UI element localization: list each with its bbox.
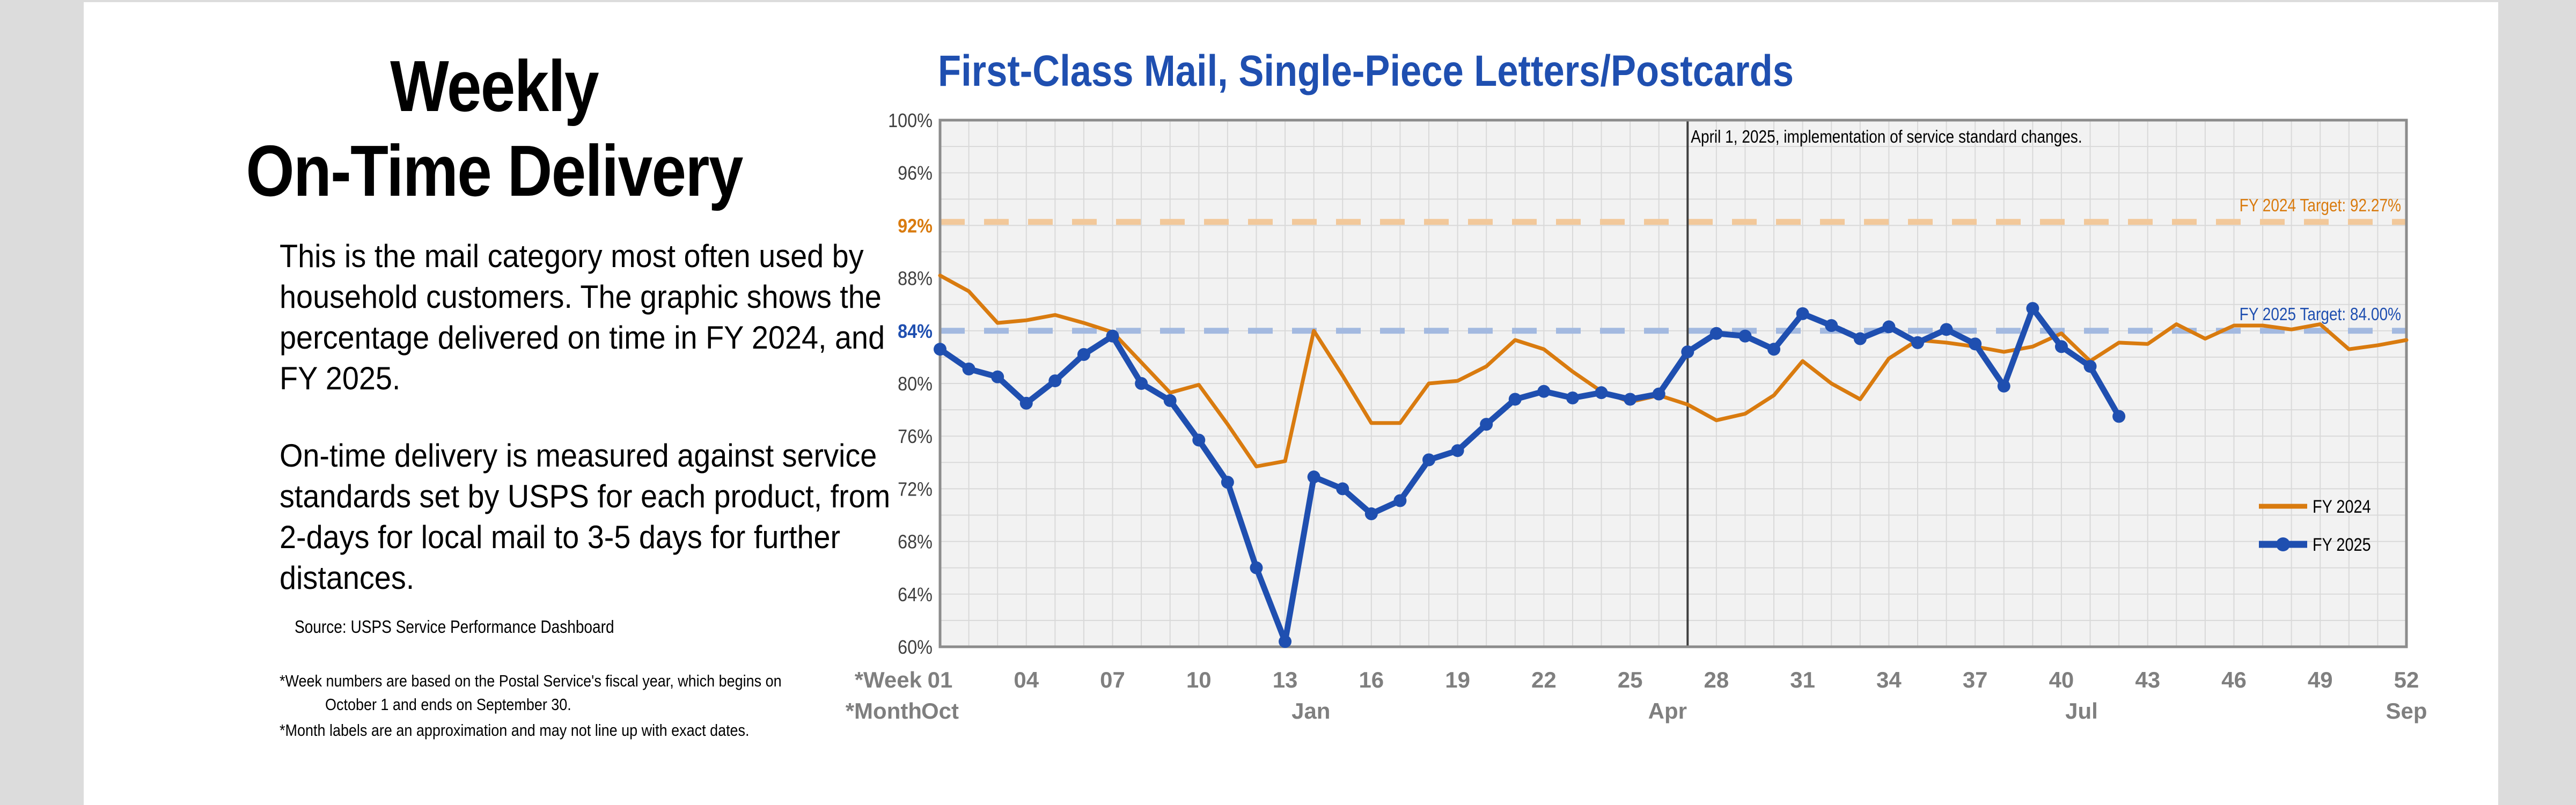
plot-border [938, 119, 2408, 648]
x-tick-label: 31 [1790, 667, 1815, 692]
data-point [1911, 336, 1924, 349]
data-point [1364, 507, 1378, 521]
chart-title: First-Class Mail, Single-Piece Letters/P… [938, 47, 1794, 95]
data-point [1077, 348, 1090, 361]
data-point [1709, 327, 1723, 340]
x-axis-label-week: *Week [855, 667, 922, 692]
x-tick-label: 43 [2135, 667, 2160, 692]
x-tick-label: 10 [1186, 667, 1212, 692]
data-point [1940, 323, 1953, 336]
y-tick-label: 88% [898, 268, 933, 290]
legend-marker [2276, 537, 2290, 551]
x-tick-label: 28 [1704, 667, 1729, 692]
data-point [1738, 329, 1752, 343]
data-point [1250, 561, 1263, 574]
x-tick-label: 52 [2394, 667, 2419, 692]
data-point [1192, 433, 1206, 447]
data-point [934, 343, 946, 356]
y-tick-label: 80% [898, 373, 933, 395]
data-point [1307, 470, 1320, 484]
x-tick-label: 19 [1445, 667, 1470, 692]
x-tick-label: 16 [1359, 667, 1384, 692]
data-point [1048, 374, 1062, 388]
data-point [1624, 393, 1637, 406]
annotation-text: April 1, 2025, implementation of service… [1691, 127, 2082, 147]
data-point [2026, 302, 2039, 315]
data-point [1595, 386, 1608, 400]
title-line-1: Weekly [390, 46, 599, 127]
target-label: FY 2025 Target: 84.00% [2240, 305, 2401, 324]
data-point [1767, 343, 1781, 356]
x-tick-label: 49 [2308, 667, 2333, 692]
data-point [1969, 337, 1982, 351]
data-point [2112, 410, 2126, 423]
data-point [1336, 482, 1349, 496]
target-label: FY 2024 Target: 92.27% [2240, 196, 2401, 216]
y-tick-label: 92% [898, 216, 933, 237]
data-point [1480, 418, 1493, 431]
x-tick-label: 04 [1014, 667, 1039, 692]
x-tick-label: 34 [1876, 667, 1902, 692]
title-line-2: On-Time Delivery [246, 130, 743, 211]
y-tick-label: 100% [888, 110, 933, 131]
data-point [1681, 345, 1694, 359]
y-tick-label: 72% [898, 479, 933, 500]
data-point [1825, 319, 1838, 332]
data-point [962, 362, 975, 375]
x-tick-label: 46 [2221, 667, 2247, 692]
data-point [1393, 494, 1407, 507]
data-point [1796, 307, 1809, 320]
legend-label: FY 2024 [2313, 496, 2371, 517]
data-point [1882, 320, 1896, 334]
legend-label: FY 2025 [2313, 534, 2371, 555]
x-tick-label: 40 [2049, 667, 2074, 692]
y-tick-label: 64% [898, 584, 933, 605]
plot-area: FY 2024 Target: 92.27% FY 2025 Target: 84… [846, 110, 2427, 723]
y-tick-label: 84% [898, 321, 933, 342]
x-tick-label: 13 [1273, 667, 1298, 692]
service-standard-paragraph: On-time delivery is measured against ser… [280, 438, 891, 596]
data-point [1451, 444, 1464, 457]
data-point [1135, 377, 1148, 390]
footnote-week: *Week numbers are based on the Postal Se… [280, 671, 782, 690]
x-tick-label: 22 [1531, 667, 1557, 692]
x-tick-label: 25 [1618, 667, 1643, 692]
data-point [991, 370, 1004, 383]
data-point [1221, 476, 1234, 489]
x-tick-label: 07 [1100, 667, 1125, 692]
y-tick-label: 76% [898, 426, 933, 448]
source-note: Source: USPS Service Performance Dashboa… [295, 617, 614, 637]
data-point [1997, 379, 2010, 393]
data-point [1106, 329, 1119, 343]
data-point [1422, 453, 1435, 467]
x-tick-label: 01 [928, 667, 953, 692]
month-tick-label: Jul [2065, 698, 2098, 723]
series-line [938, 274, 2409, 469]
y-tick-label: 68% [898, 531, 933, 553]
data-point [1566, 392, 1579, 405]
month-tick-label: Jan [1291, 698, 1330, 723]
y-tick-label: 96% [898, 163, 933, 184]
page-title: Weekly On-Time Delivery [141, 44, 847, 213]
x-axis-label-month: *Month [846, 698, 922, 723]
y-tick-label: 60% [898, 637, 933, 658]
month-tick-label: Sep [2386, 698, 2427, 723]
month-tick-label: Oct [921, 698, 959, 723]
data-point [1019, 396, 1033, 410]
data-point [2054, 340, 2068, 353]
data-point [1508, 393, 1522, 406]
data-point [1537, 385, 1551, 398]
data-point [2083, 360, 2097, 373]
data-point [1163, 394, 1177, 407]
footnote-week-continued: October 1 and ends on September 30. [325, 695, 571, 714]
month-tick-label: Apr [1648, 698, 1687, 723]
x-tick-label: 37 [1963, 667, 1988, 692]
data-point [1279, 635, 1292, 648]
description-paragraph: This is the mail category most often use… [280, 238, 885, 396]
data-point [1853, 332, 1867, 345]
data-point [1652, 387, 1665, 401]
footnote-month: *Month labels are an approximation and m… [280, 721, 750, 740]
